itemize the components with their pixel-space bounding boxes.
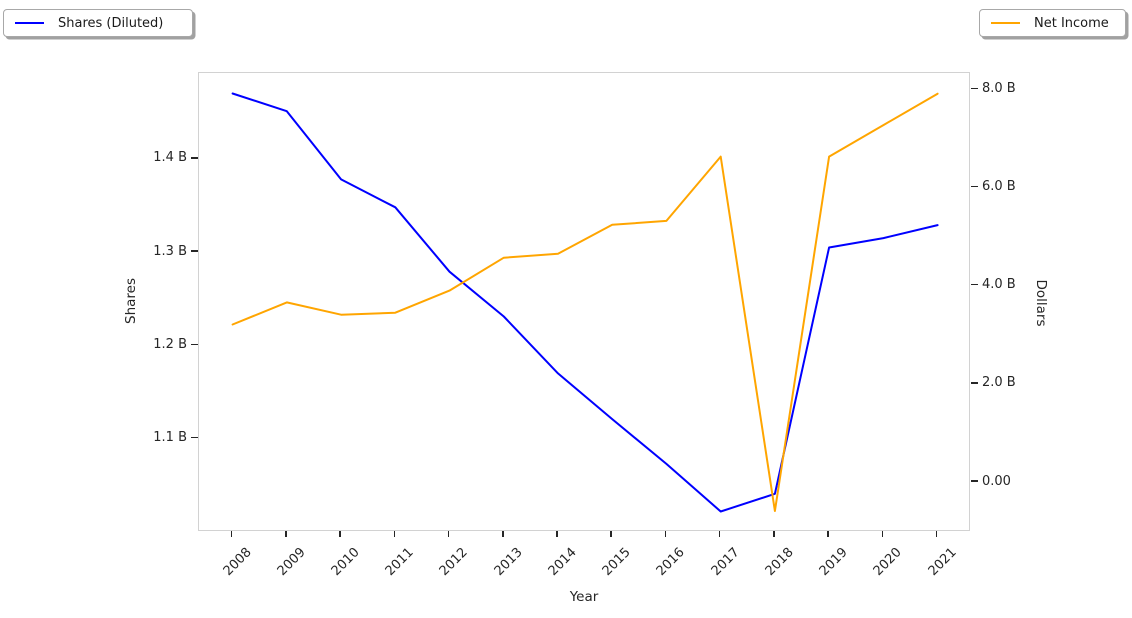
legend-net-income-label: Net Income bbox=[1034, 15, 1109, 31]
left-ytick-label: 1.2 B bbox=[153, 336, 187, 352]
right-ytick-label: 4.0 B bbox=[982, 277, 1016, 293]
right-ytick-label: 0.00 bbox=[982, 473, 1011, 489]
x-tick-mark bbox=[447, 531, 450, 537]
right-ytick-label: 6.0 B bbox=[982, 178, 1016, 194]
x-tick-mark bbox=[339, 531, 341, 537]
left-ytick-mark bbox=[191, 343, 198, 346]
x-tick-label: 2012 bbox=[437, 545, 472, 580]
x-tick-mark bbox=[827, 531, 829, 537]
left-ytick-label: 1.4 B bbox=[153, 150, 187, 166]
right-ytick-label: 2.0 B bbox=[982, 375, 1016, 391]
left-ytick-label: 1.1 B bbox=[153, 430, 187, 446]
net-income-line bbox=[231, 92, 939, 512]
x-tick-mark bbox=[664, 531, 667, 537]
x-tick-mark bbox=[718, 531, 721, 537]
legend-line-swatch-shares-icon bbox=[15, 21, 44, 25]
x-tick-label: 2021 bbox=[925, 545, 960, 580]
x-tick-mark bbox=[556, 531, 558, 537]
x-tick-mark bbox=[773, 531, 775, 537]
x-tick-label: 2015 bbox=[599, 545, 634, 580]
x-tick-mark bbox=[881, 531, 884, 537]
left-ytick-mark bbox=[191, 157, 198, 159]
right-ytick-mark bbox=[971, 480, 978, 482]
x-tick-label: 2011 bbox=[382, 545, 417, 580]
right-ytick-mark bbox=[971, 185, 978, 188]
plot-area bbox=[198, 72, 970, 531]
legend-net-income: Net Income bbox=[979, 9, 1126, 37]
shares-diluted-line bbox=[231, 92, 939, 513]
left-axis-title: Shares bbox=[123, 278, 139, 324]
x-tick-label: 2016 bbox=[654, 545, 689, 580]
left-ytick-mark bbox=[191, 250, 198, 252]
right-ytick-label: 8.0 B bbox=[982, 80, 1016, 96]
x-tick-label: 2013 bbox=[491, 545, 526, 580]
left-ytick-mark bbox=[191, 436, 198, 439]
x-tick-label: 2019 bbox=[816, 545, 851, 580]
right-ytick-mark bbox=[971, 87, 978, 90]
x-tick-label: 2020 bbox=[870, 545, 905, 580]
x-tick-label: 2010 bbox=[328, 545, 363, 580]
right-ytick-mark bbox=[971, 283, 978, 286]
x-tick-label: 2018 bbox=[762, 545, 797, 580]
x-tick-label: 2008 bbox=[220, 545, 255, 580]
left-ytick-label: 1.3 B bbox=[153, 243, 187, 259]
x-tick-mark bbox=[393, 531, 396, 537]
legend-shares-label: Shares (Diluted) bbox=[58, 15, 164, 31]
x-tick-mark bbox=[285, 531, 287, 537]
legend-shares: Shares (Diluted) bbox=[3, 9, 193, 37]
x-tick-mark bbox=[502, 531, 504, 537]
x-axis-title: Year bbox=[569, 589, 599, 605]
x-tick-label: 2009 bbox=[274, 545, 309, 580]
x-tick-mark bbox=[935, 531, 938, 537]
legend-line-swatch-net-income-icon bbox=[991, 21, 1020, 25]
x-tick-label: 2014 bbox=[545, 545, 580, 580]
x-tick-mark bbox=[610, 531, 612, 537]
x-tick-label: 2017 bbox=[708, 545, 743, 580]
right-ytick-mark bbox=[971, 382, 978, 384]
x-tick-mark bbox=[230, 531, 233, 537]
right-axis-title: Dollars bbox=[1033, 279, 1049, 327]
chart-canvas bbox=[231, 92, 939, 513]
